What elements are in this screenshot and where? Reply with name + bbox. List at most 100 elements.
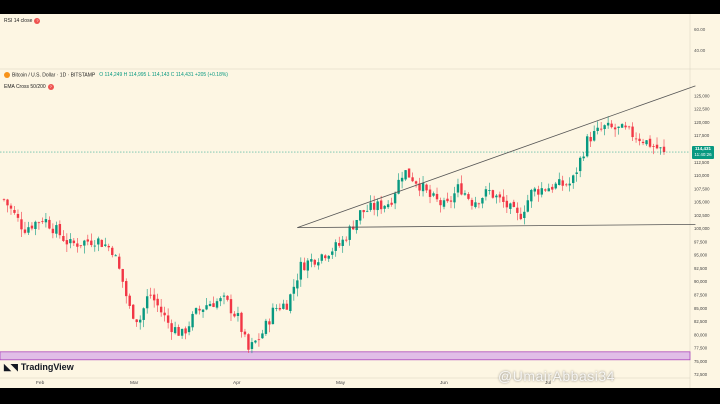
tradingview-logo[interactable]: ◣◥ TradingView [4,362,74,373]
price-axis-label: 120,000 [694,120,710,125]
support-zone[interactable] [0,351,691,361]
lower-trendline[interactable] [297,224,696,228]
candle-body [289,294,292,312]
candle-body [606,122,610,126]
price-axis-label: 122,500 [694,107,710,112]
candle-body [83,240,86,246]
candle-body [379,200,383,210]
price-chart[interactable]: 60.00 40.00 125,000 122,500 120,000 117,500 11… [0,14,720,388]
candle-body [240,312,243,332]
candle-body [23,229,27,233]
candle-body [631,126,634,138]
candle-body [72,240,76,244]
candle-body [69,239,72,244]
price-axis-label: 100,000 [694,226,710,231]
candle-body [243,331,247,335]
candle-body [299,261,303,280]
candle-body [652,146,655,147]
rsi-axis-label: 40.00 [694,48,706,53]
price-axis-label: 117,500 [694,133,710,138]
candle-body [432,193,435,196]
brand-name: TradingView [20,362,74,372]
candle-body [107,245,110,248]
question-icon[interactable]: ? [34,18,41,24]
candle-body [596,127,599,132]
candle-body [34,221,37,230]
candle-body [257,339,261,341]
candle-body [132,304,135,319]
tradingview-icon: ◣◥ [4,362,18,372]
ema-legend[interactable]: EMA Cross 50/200? [4,84,54,90]
candle-body [152,294,156,301]
candle-body [180,328,184,336]
candle-body [516,207,519,213]
candle-body [170,323,173,333]
candle-body [194,308,198,314]
candle-body [589,136,592,142]
candle-body [495,195,498,198]
candle-body [365,210,369,212]
time-axis-label: Jul [545,380,551,386]
candle-body [578,157,582,172]
candle-body [446,198,449,202]
candle-body [226,295,229,300]
price-axis-label: 75,000 [694,359,708,364]
price-axis-label: 82,500 [694,319,708,324]
candle-body [421,183,425,192]
candle-body [254,340,257,343]
candle-body [317,262,320,266]
price-axis-label: 97,500 [694,239,708,244]
candle-body [620,124,624,128]
candle-body [310,259,313,262]
candles[interactable] [2,116,666,354]
rsi-legend[interactable]: RSI 14 close? [4,18,41,24]
candle-body [558,179,561,185]
candle-body [229,299,233,314]
candle-body [456,184,460,193]
candle-body [159,306,163,313]
symbol-legend[interactable]: Bitcoin / U.S. Dollar · 1D · BITSTAMP O 1… [4,72,228,78]
ema-label: EMA Cross 50/200 [4,84,46,90]
candle-body [222,295,226,297]
candle-body [156,298,159,306]
candle-body [331,251,334,255]
candle-body [278,307,282,310]
candle-body [90,240,93,246]
candle-body [481,197,484,204]
candle-body [474,202,477,208]
price-axis-label: 72,500 [694,372,708,377]
candle-body [372,203,376,210]
candle-body [530,189,533,202]
bitcoin-icon [4,72,10,78]
candle-body [275,308,278,309]
price-axis-label: 92,500 [694,266,708,271]
question-icon[interactable]: ? [47,84,54,90]
candle-body [592,131,596,141]
candle-body [393,193,397,204]
candle-body [428,189,432,197]
candle-body [261,333,264,339]
candle-body [219,298,222,302]
candle-body [355,219,358,231]
candle-body [547,188,550,192]
candle-body [149,294,152,296]
candle-body [292,286,296,294]
candle-body [44,219,48,223]
candle-body [369,202,372,210]
candle-body [470,199,474,206]
candle-body [104,244,107,246]
candle-body [627,126,631,128]
candle-body [572,175,575,184]
candle-body [400,177,404,182]
candle-body [163,312,166,316]
upper-trendline[interactable] [297,85,696,228]
candle-body [554,183,557,189]
candle-body [498,194,502,198]
candle-body [523,211,526,219]
candle-body [118,256,121,269]
candle-body [13,209,16,213]
candle-body [648,138,652,147]
candle-body [296,280,299,289]
rsi-label: RSI 14 close [4,18,33,24]
candle-body [250,342,254,349]
